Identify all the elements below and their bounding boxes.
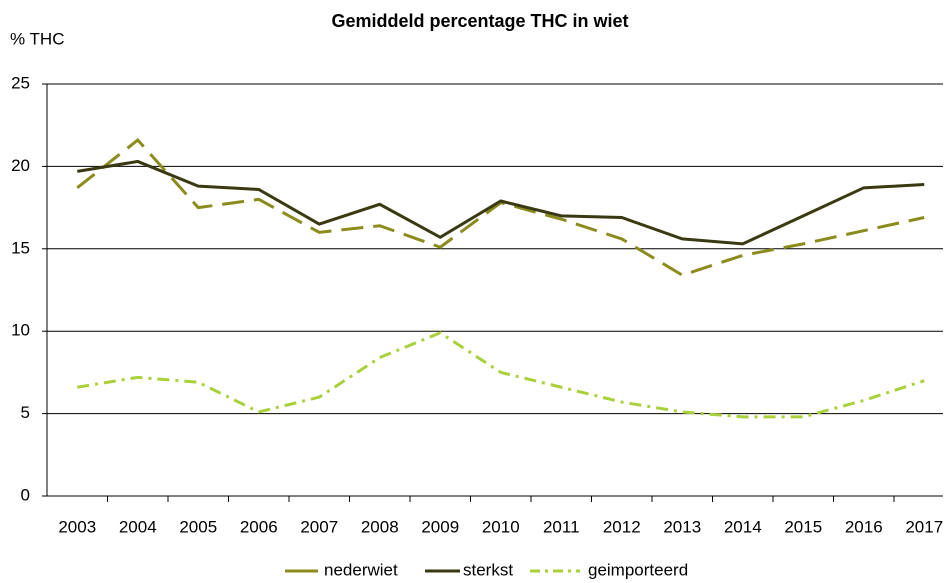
x-tick-label: 2005 — [179, 517, 217, 536]
y-tick-label: 0 — [21, 485, 30, 504]
chart-title: Gemiddeld percentage THC in wiet — [331, 11, 628, 31]
x-tick-label: 2004 — [119, 517, 157, 536]
series-line — [77, 331, 925, 419]
y-tick-label: 10 — [11, 321, 30, 340]
x-tick-label: 2013 — [663, 517, 701, 536]
x-tick-label: 2017 — [905, 517, 943, 536]
y-tick-label: 15 — [11, 238, 30, 257]
legend-label: nederwiet — [324, 560, 398, 579]
x-tick-label: 2014 — [724, 517, 762, 536]
x-tick-label: 2012 — [603, 517, 641, 536]
y-tick-label: 20 — [11, 156, 30, 175]
x-tick-label: 2010 — [482, 517, 520, 536]
y-tick-label: 25 — [11, 73, 30, 92]
x-tick-label: 2006 — [240, 517, 278, 536]
series-line — [77, 159, 925, 246]
x-tick-label: 2009 — [421, 517, 459, 536]
y-axis-label: % THC — [10, 29, 64, 48]
x-tick-label: 2003 — [58, 517, 96, 536]
y-tick-label: 5 — [21, 403, 30, 422]
legend-label: sterkst — [463, 560, 513, 579]
x-tick-label: 2016 — [845, 517, 883, 536]
series-line — [76, 137, 925, 277]
legend-label: geimporteerd — [588, 560, 688, 579]
x-tick-label: 2008 — [361, 517, 399, 536]
x-tick-label: 2015 — [784, 517, 822, 536]
x-tick-label: 2011 — [543, 517, 580, 536]
x-tick-label: 2007 — [300, 517, 338, 536]
